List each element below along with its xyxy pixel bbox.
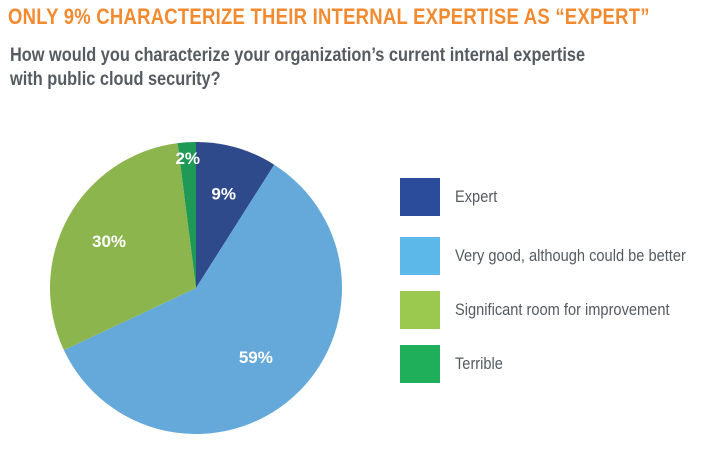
- chart-headline: ONLY 9% CHARACTERIZE THEIR INTERNAL EXPE…: [8, 4, 650, 29]
- data-label-4: 2%: [175, 149, 200, 168]
- legend-swatch: [400, 291, 440, 329]
- pie-slice-very-good: [63, 164, 342, 434]
- legend-item: Terrible: [400, 345, 720, 383]
- data-label-2: 59%: [239, 348, 273, 367]
- legend-item: Significant room for improvement: [400, 291, 720, 329]
- legend-item: Expert: [400, 178, 720, 216]
- legend-swatch: [400, 237, 440, 275]
- data-label-1: 9%: [211, 185, 236, 204]
- legend-label: Expert: [455, 187, 498, 206]
- legend-swatch: [400, 178, 440, 216]
- chart-question: How would you characterize your organiza…: [10, 44, 629, 92]
- pie-slice-terrible: [177, 142, 196, 288]
- legend-swatch: [400, 345, 440, 383]
- legend-label: Significant room for improvement: [455, 300, 670, 319]
- legend-label: Terrible: [455, 354, 503, 373]
- question-line-2: with public cloud security?: [10, 69, 221, 90]
- pie-slice-expert: [196, 142, 275, 288]
- pie-slice-significant-room: [49, 143, 196, 351]
- legend-label: Very good, although could be better: [455, 246, 686, 265]
- question-line-1: How would you characterize your organiza…: [10, 45, 586, 66]
- legend-item: Very good, although could be better: [400, 237, 720, 275]
- data-label-3: 30%: [92, 232, 126, 251]
